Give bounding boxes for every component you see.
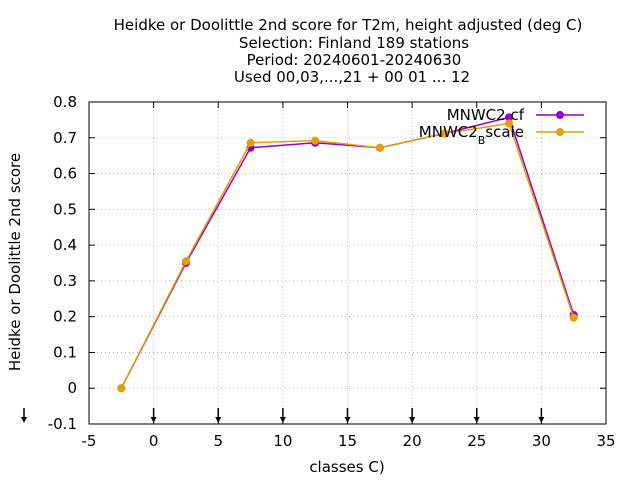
title-line-2: Selection: Finland 189 stations (239, 34, 469, 52)
x-tick-label: 10 (273, 432, 292, 450)
title-line-1: Heidke or Doolittle 2nd score for T2m, h… (114, 16, 583, 34)
bottom-arrows (21, 408, 545, 423)
legend-marker-2 (556, 128, 564, 136)
arrow-head (538, 417, 545, 423)
x-axis-label: classes C) (309, 458, 384, 476)
data-point (311, 136, 320, 145)
legend-entry-2: MNWC2Bscale (419, 123, 584, 147)
ticks: -5 0 5 10 15 20 25 30 35 -0.1 0 0.1 0.2 0.3 0.4 0.5 0.6 0… (48, 93, 616, 450)
y-tick-label: 0.4 (53, 236, 77, 254)
y-axis-label: Heidke or Doolittle 2nd score (6, 153, 24, 371)
legend-label-2-main: MNWC2 (419, 123, 478, 141)
y-tick-label: 0 (67, 379, 77, 397)
y-tick-label: 0.6 (53, 165, 77, 183)
legend-label-1: MNWC2 cf (447, 106, 525, 124)
arrow-head (473, 417, 480, 423)
legend-entry-1: MNWC2 cf (447, 106, 584, 124)
data-point (569, 313, 578, 322)
legend-marker-1 (556, 111, 564, 119)
title-line-4: Used 00,03,...,21 + 00 01 ... 12 (234, 68, 470, 86)
x-tick-label: 20 (403, 432, 422, 450)
y-tick-label: 0.2 (53, 308, 77, 326)
series-line (120, 122, 575, 389)
legend-label-2: MNWC2Bscale (419, 123, 524, 147)
y-tick-label: 0.3 (53, 272, 77, 290)
arrow-head (344, 417, 351, 423)
arrow-head (279, 417, 286, 423)
y-tick-label: 0.1 (53, 343, 77, 361)
x-tick-label: 0 (149, 432, 159, 450)
series (117, 113, 578, 393)
arrow-head (150, 417, 157, 423)
data-point (246, 138, 255, 147)
title-line-3: Period: 20240601-20240630 (247, 51, 462, 69)
x-tick-label: 25 (467, 432, 486, 450)
chart-title: Heidke or Doolittle 2nd score for T2m, h… (114, 16, 583, 86)
arrow-head (21, 417, 27, 423)
x-tick-label: 30 (532, 432, 551, 450)
data-point (505, 119, 514, 128)
arrow-head (409, 417, 416, 423)
data-point (375, 143, 384, 152)
data-point (181, 257, 190, 266)
x-tick-label: 5 (213, 432, 223, 450)
x-tick-label: 15 (338, 432, 357, 450)
data-point (117, 384, 126, 393)
series-line (120, 116, 575, 389)
data-point (440, 129, 449, 138)
legend: MNWC2 cf MNWC2Bscale (419, 106, 584, 147)
y-tick-label: 0.5 (53, 200, 77, 218)
legend-label-2-sub: B (478, 134, 486, 147)
y-tick-label: 0.8 (53, 93, 77, 111)
y-tick-label: 0.7 (53, 129, 77, 147)
legend-label-2-rest: scale (485, 123, 524, 141)
series-2 (117, 119, 578, 393)
grid (89, 102, 606, 424)
y-tick-label: -0.1 (48, 415, 77, 433)
arrow-head (215, 417, 222, 423)
x-tick-label: 35 (596, 432, 615, 450)
x-tick-label: -5 (82, 432, 97, 450)
